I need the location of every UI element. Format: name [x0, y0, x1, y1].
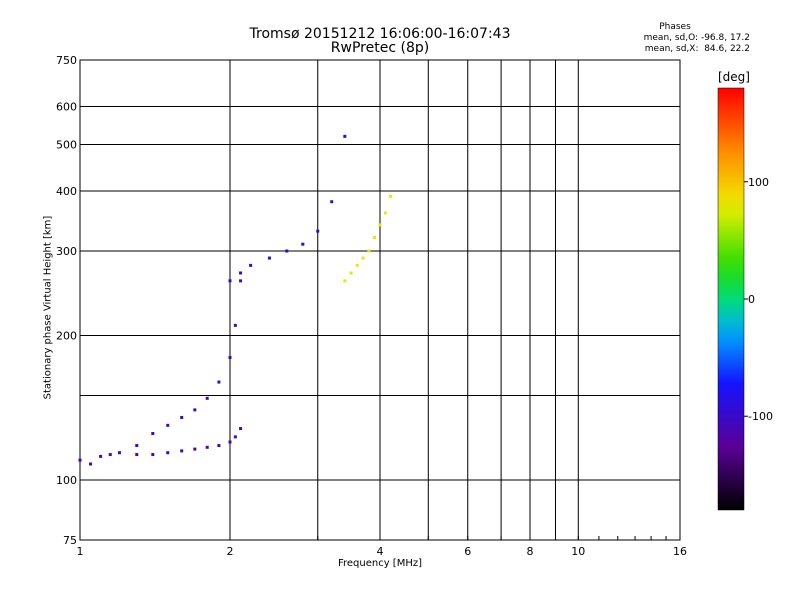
data-point — [228, 279, 232, 283]
data-point — [389, 194, 393, 198]
data-point — [233, 435, 237, 439]
chart-title: Tromsø 20151212 16:06:00-16:07:43 — [249, 26, 511, 42]
x-tick-label: 2 — [227, 545, 234, 558]
data-point — [99, 454, 103, 458]
data-point — [239, 271, 243, 275]
data-point — [343, 134, 347, 138]
colorbar-tick-label: 100 — [748, 176, 769, 189]
data-point — [343, 279, 347, 283]
data-point — [193, 447, 197, 451]
data-point — [166, 423, 170, 427]
x-axis-label: Frequency [MHz] — [337, 558, 423, 569]
data-point — [349, 271, 353, 275]
data-point — [151, 432, 155, 436]
x-tick-label: 8 — [527, 545, 534, 558]
y-tick-label: 100 — [56, 474, 77, 487]
x-tick-label: 10 — [571, 545, 585, 558]
data-point — [205, 445, 209, 449]
data-point — [135, 444, 139, 448]
data-point — [239, 427, 243, 431]
y-tick-label: 400 — [56, 185, 77, 198]
phase-legend-x: mean, sd,X: 84.6, 22.2 — [644, 44, 750, 54]
data-point — [151, 453, 155, 457]
data-point — [239, 279, 243, 283]
x-tick-label: 1 — [77, 545, 84, 558]
x-tick-label: 16 — [673, 545, 687, 558]
y-tick-label: 75 — [63, 534, 77, 547]
data-point — [301, 242, 305, 246]
data-point — [316, 229, 320, 233]
y-tick-label: 300 — [56, 245, 77, 258]
data-point — [285, 249, 289, 253]
data-point — [193, 408, 197, 412]
data-point — [228, 440, 232, 444]
x-tick-label: 4 — [377, 545, 384, 558]
data-point — [180, 449, 184, 453]
data-point — [361, 256, 365, 260]
colorbar-tick-label: 0 — [748, 293, 755, 306]
data-point — [166, 451, 170, 455]
data-point — [205, 396, 209, 400]
y-axis-label: Stationary phase Virtual Height [km] — [42, 215, 54, 400]
data-point — [180, 415, 184, 419]
x-tick-label: 6 — [464, 545, 471, 558]
y-tick-label: 600 — [56, 101, 77, 114]
data-point — [383, 211, 387, 215]
data-point — [117, 451, 121, 455]
data-point — [217, 444, 221, 448]
y-tick-label: 500 — [56, 139, 77, 152]
data-point — [228, 355, 232, 359]
chart-subtitle: RwPretec (8p) — [330, 40, 430, 56]
phase-legend: Phases mean, sd,O: -96.8, 17.2 mean, sd,… — [560, 22, 750, 55]
data-point — [367, 249, 371, 253]
colorbar-tick-label: -100 — [748, 410, 773, 423]
data-point — [330, 200, 334, 204]
data-point — [108, 453, 112, 457]
data-point — [378, 223, 382, 227]
phase-legend-title: Phases — [659, 22, 691, 32]
data-point — [233, 323, 237, 327]
data-point — [89, 462, 93, 466]
data-point — [249, 263, 253, 267]
data-point — [135, 453, 139, 457]
colorbar — [717, 87, 745, 511]
data-point — [373, 236, 377, 240]
data-point — [267, 256, 271, 260]
colorbar-unit-label: [deg] — [718, 70, 750, 84]
data-point — [217, 380, 221, 384]
y-tick-label: 200 — [56, 330, 77, 343]
phase-legend-o: mean, sd,O: -96.8, 17.2 — [643, 33, 750, 43]
data-point — [78, 458, 82, 462]
y-tick-label: 750 — [56, 54, 77, 67]
data-point — [355, 263, 359, 267]
